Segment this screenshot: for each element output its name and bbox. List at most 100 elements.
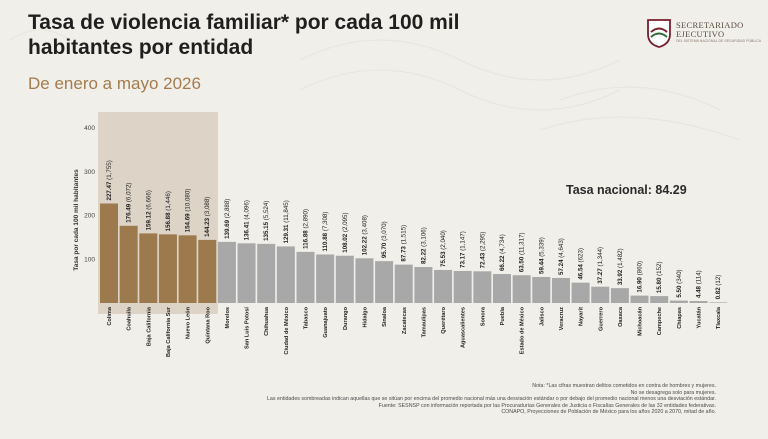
bar	[316, 254, 335, 303]
bar	[709, 302, 728, 303]
note-line: Nota: *Las cifras muestran delitos comet…	[532, 383, 716, 389]
bar-value-label: 37.27 (1,344)	[597, 247, 604, 284]
bar-value-label: 136.41 (4,096)	[244, 200, 251, 240]
bar	[276, 246, 295, 303]
bar-value-label: 156.88 (1,446)	[165, 191, 172, 231]
bar	[473, 271, 492, 303]
x-tick-label: Chihuahua	[264, 306, 270, 336]
y-tick-label: 100	[84, 256, 95, 263]
y-tick-label: 400	[84, 125, 95, 132]
x-tick-label: Querétaro	[441, 306, 447, 333]
bar-value-label: 0.82 (12)	[715, 275, 722, 300]
bar	[493, 274, 511, 303]
bar-value-label: 144.23 (3,088)	[204, 197, 211, 237]
shield-icon	[647, 19, 671, 48]
x-tick-label: Hidalgo	[362, 306, 368, 327]
x-tick-label: Durango	[343, 306, 349, 330]
bar	[571, 282, 590, 303]
x-tick-label: Zacatecas	[402, 307, 408, 334]
bar	[355, 258, 374, 303]
bar	[375, 261, 394, 303]
bar-value-label: 227.47 (1,755)	[106, 160, 113, 200]
x-tick-label: Morelos	[225, 307, 231, 328]
bar-value-label: 59.44 (5,339)	[538, 237, 545, 274]
x-tick-label: Quintana Roo	[205, 306, 211, 343]
x-tick-label: Michoacán	[638, 306, 644, 335]
bar	[434, 269, 453, 303]
bar-value-label: 108.02 (2,095)	[342, 212, 349, 252]
bar	[158, 234, 177, 303]
bar	[119, 225, 138, 303]
x-tick-label: Yucatán	[697, 306, 703, 328]
bar-value-label: 110.88 (7,308)	[322, 212, 329, 252]
secretariado-logo: SECRETARIADO EJECUTIVO DEL SISTEMA NACIO…	[646, 18, 761, 52]
x-tick-label: Puebla	[500, 306, 506, 325]
note-line: Las entidades sombreadas indican aquella…	[266, 396, 716, 403]
bar	[630, 295, 649, 303]
bar	[551, 277, 570, 303]
x-tick-label: Veracruz	[559, 307, 565, 331]
bar-value-label: 135.15 (5,524)	[263, 201, 270, 241]
bar-value-label: 176.49 (6,072)	[126, 183, 133, 223]
bar-value-label: 116.88 (2,890)	[303, 209, 310, 249]
bar-value-label: 87.73 (1,515)	[401, 225, 408, 262]
bar	[453, 270, 472, 303]
x-tick-label: Sonora	[480, 306, 486, 326]
x-tick-label: Tabasco	[304, 306, 310, 329]
bar	[610, 288, 629, 303]
chart-title: Tasa de violencia familiar* por cada 100…	[28, 11, 460, 59]
bar	[296, 251, 315, 303]
bar-value-label: 129.31 (11,845)	[283, 200, 290, 243]
bar	[237, 243, 256, 303]
x-tick-label: Chiapas	[677, 307, 683, 329]
bar-value-label: 95.70 (3,070)	[381, 221, 388, 258]
x-tick-label: Tamaulipas	[421, 307, 427, 337]
bar-value-label: 154.69 (10,080)	[185, 189, 192, 233]
x-tick-label: Guerrero	[598, 306, 604, 331]
bar	[669, 300, 688, 303]
bar-value-label: 16.90 (860)	[637, 261, 644, 293]
x-tick-label: Nayarit	[579, 307, 585, 326]
x-tick-label: Sinaloa	[382, 306, 388, 327]
bar	[394, 264, 413, 303]
bar	[414, 267, 433, 303]
bar-value-label: 82.22 (3,106)	[420, 227, 427, 264]
x-tick-label: Coahuila	[127, 306, 133, 331]
bar-value-label: 4.48 (114)	[696, 270, 703, 298]
bar	[689, 301, 708, 303]
x-tick-label: Estado de México	[520, 306, 526, 354]
bar	[139, 233, 158, 303]
logo-line-2: EJECUTIVO	[676, 29, 725, 39]
logo-line-3: DEL SISTEMA NACIONAL DE SEGURIDAD PÚBLIC…	[676, 39, 762, 43]
x-tick-label: Baja California Sur	[166, 306, 172, 357]
y-tick-label: 300	[84, 169, 95, 176]
bar	[257, 243, 276, 303]
bar-value-label: 57.24 (4,643)	[558, 238, 565, 275]
x-tick-label: Campeche	[657, 307, 663, 335]
bar-value-label: 33.92 (1,482)	[617, 248, 624, 285]
y-axis-title: Tasa por cada 100 mil habitantes	[73, 169, 80, 271]
bar-value-label: 75.53 (2,040)	[440, 230, 447, 267]
bar-value-label: 5.50 (340)	[676, 269, 683, 297]
bar	[532, 276, 551, 303]
bar-value-label: 73.17 (1,147)	[460, 231, 467, 268]
bar	[591, 286, 610, 303]
bar	[217, 241, 236, 303]
chart-notes: Nota: *Las cifras muestran delitos comet…	[96, 383, 716, 416]
x-tick-label: Ciudad de México	[284, 306, 290, 354]
note-line: Fuente: SESNSP con información reportada…	[378, 402, 716, 409]
x-tick-label: Nuevo León	[186, 306, 192, 339]
note-line: No se desagrega solo para mujeres.	[630, 389, 716, 396]
bar	[512, 275, 531, 303]
bar	[178, 235, 197, 303]
y-tick-label: 200	[84, 213, 95, 220]
bar-value-label: 46.54 (623)	[578, 248, 585, 280]
x-tick-label: San Luis Potosí	[245, 307, 251, 349]
bar	[650, 296, 669, 303]
bar	[335, 255, 354, 303]
bar-value-label: 66.22 (4,734)	[499, 234, 506, 271]
x-tick-label: Jalisco	[539, 306, 545, 326]
bar	[198, 239, 217, 303]
